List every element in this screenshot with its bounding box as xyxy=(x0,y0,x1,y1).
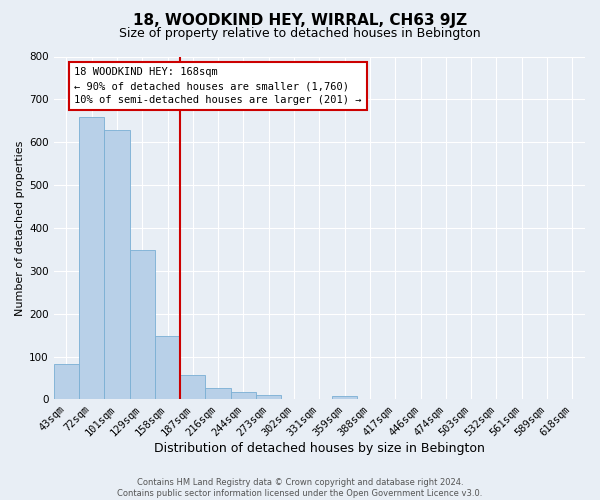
X-axis label: Distribution of detached houses by size in Bebington: Distribution of detached houses by size … xyxy=(154,442,485,455)
Bar xyxy=(104,130,130,400)
Bar xyxy=(53,364,79,400)
Y-axis label: Number of detached properties: Number of detached properties xyxy=(15,140,25,316)
Bar xyxy=(155,336,180,400)
Bar xyxy=(79,116,104,400)
Bar xyxy=(256,395,281,400)
Text: Size of property relative to detached houses in Bebington: Size of property relative to detached ho… xyxy=(119,28,481,40)
Text: Contains HM Land Registry data © Crown copyright and database right 2024.
Contai: Contains HM Land Registry data © Crown c… xyxy=(118,478,482,498)
Bar xyxy=(130,250,155,400)
Bar xyxy=(332,396,357,400)
Bar xyxy=(180,375,205,400)
Text: 18 WOODKIND HEY: 168sqm
← 90% of detached houses are smaller (1,760)
10% of semi: 18 WOODKIND HEY: 168sqm ← 90% of detache… xyxy=(74,67,361,105)
Text: 18, WOODKIND HEY, WIRRAL, CH63 9JZ: 18, WOODKIND HEY, WIRRAL, CH63 9JZ xyxy=(133,12,467,28)
Bar xyxy=(205,388,231,400)
Bar xyxy=(231,392,256,400)
